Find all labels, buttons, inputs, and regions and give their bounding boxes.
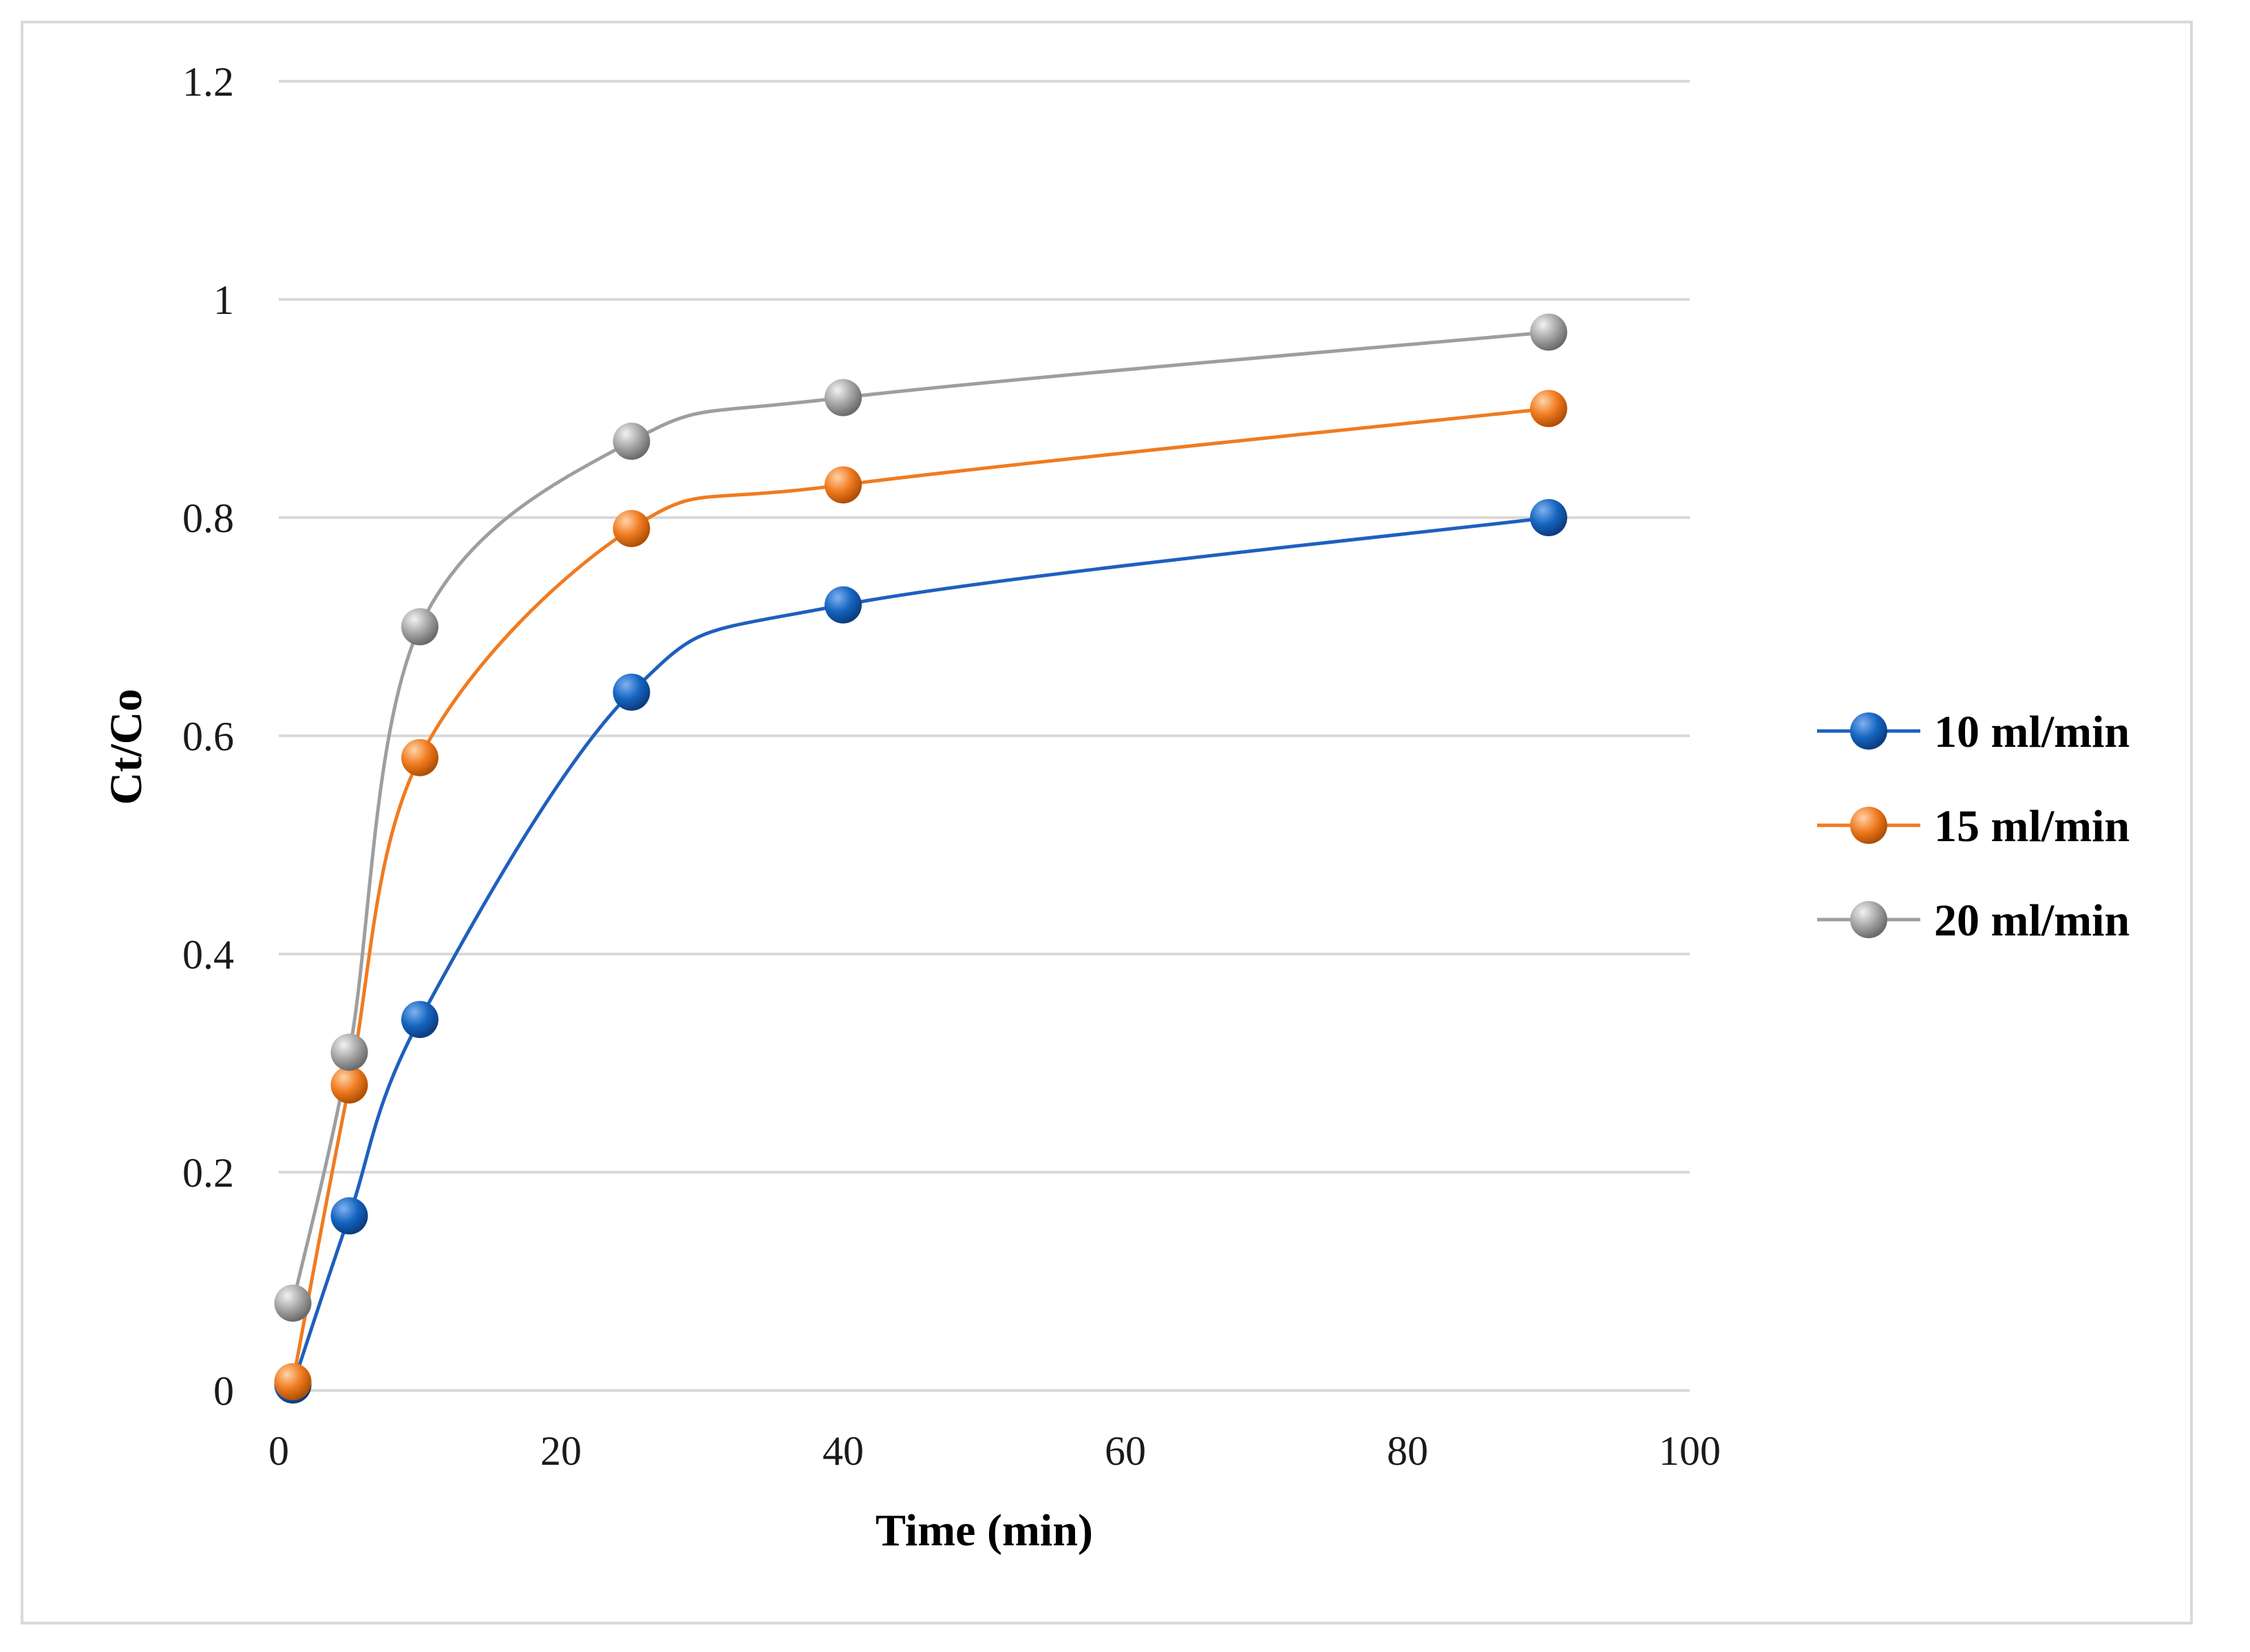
legend-label: 20 ml/min — [1934, 896, 2130, 946]
data-point — [613, 673, 650, 711]
series-line — [291, 330, 1549, 1304]
legend-label: 15 ml/min — [1934, 801, 2130, 851]
y-tick-label: 0 — [213, 1368, 234, 1414]
data-point — [330, 1033, 368, 1071]
x-tick-label: 20 — [540, 1428, 582, 1474]
data-point — [825, 379, 862, 416]
legend-entry: 20 ml/min — [1817, 896, 2130, 946]
gridlines — [279, 80, 1690, 1392]
x-tick-label: 100 — [1659, 1428, 1721, 1474]
series-markers — [274, 313, 1567, 1404]
legend-marker — [1850, 807, 1887, 844]
y-tick-label: 1 — [213, 277, 234, 323]
data-point — [825, 466, 862, 504]
x-tick-label: 80 — [1387, 1428, 1428, 1474]
data-point — [1530, 313, 1567, 351]
data-point — [274, 1363, 312, 1401]
data-point — [274, 1284, 312, 1322]
y-tick-label: 1.2 — [182, 59, 234, 105]
y-tick-label: 0.2 — [182, 1150, 234, 1196]
y-tick-label: 0.6 — [182, 714, 234, 759]
series-line — [291, 516, 1549, 1386]
legend: 10 ml/min 15 ml/min 20 ml/min — [1817, 707, 2130, 946]
x-tick-label: 60 — [1105, 1428, 1146, 1474]
chart-frame — [21, 21, 2193, 1624]
legend-entry: 15 ml/min — [1817, 801, 2130, 851]
y-tick-label: 0.8 — [182, 496, 234, 541]
y-tick-label: 0.4 — [182, 932, 234, 977]
data-point — [613, 509, 650, 547]
legend-marker — [1850, 901, 1887, 938]
legend-marker — [1850, 712, 1887, 750]
legend-label: 10 ml/min — [1934, 707, 2130, 757]
data-point — [330, 1066, 368, 1104]
legend-entry: 10 ml/min — [1817, 707, 2130, 757]
data-point — [401, 608, 438, 646]
y-axis-title: Ct/Co — [101, 689, 151, 805]
data-point — [613, 423, 650, 460]
data-point — [1530, 499, 1567, 536]
series-lines — [291, 330, 1549, 1386]
data-point — [330, 1197, 368, 1235]
data-point — [1530, 390, 1567, 427]
tick-labels: 0 0.2 0.4 0.6 0.8 1 1.2 0 20 40 60 80 100 — [182, 59, 1721, 1474]
x-axis-title: Time (min) — [875, 1505, 1093, 1556]
data-point — [401, 1001, 438, 1039]
data-point — [825, 586, 862, 624]
x-tick-label: 0 — [268, 1428, 289, 1474]
x-tick-label: 40 — [822, 1428, 864, 1474]
series-line — [291, 407, 1549, 1382]
data-point — [401, 739, 438, 776]
